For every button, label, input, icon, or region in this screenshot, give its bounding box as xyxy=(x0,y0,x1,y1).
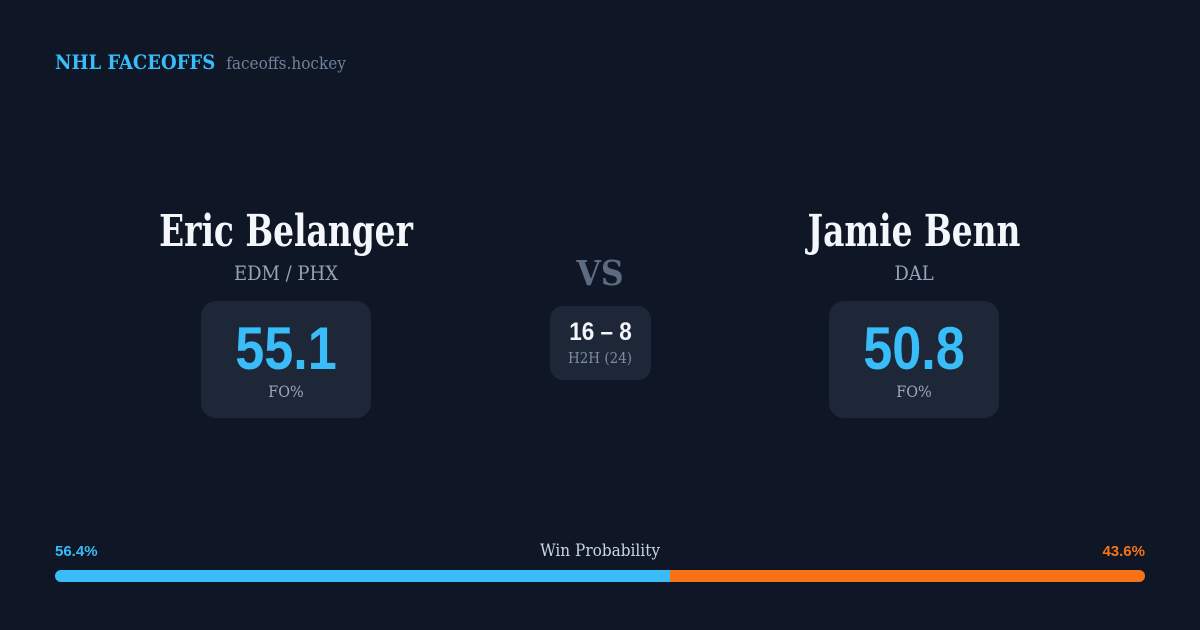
brand-title: NHL FACEOFFS xyxy=(55,50,216,74)
player-left-stat-card: 55.1 FO% xyxy=(201,301,371,418)
player-left-column: Eric Belanger EDM / PHX 55.1 FO% xyxy=(86,210,486,418)
vs-label: VS xyxy=(576,253,624,294)
win-probability-bar xyxy=(55,570,1145,582)
player-left-stat-label: FO% xyxy=(268,382,304,401)
player-right-stat-label: FO% xyxy=(896,382,932,401)
h2h-score: 16 – 8 xyxy=(568,318,632,346)
win-probability-left-value: 56.4% xyxy=(55,543,98,560)
h2h-label: H2H (24) xyxy=(567,349,633,367)
win-probability-bar-left-segment xyxy=(55,570,670,582)
player-left-team: EDM / PHX xyxy=(233,261,339,285)
player-right-stat-card: 50.8 FO% xyxy=(829,301,999,418)
win-probability-right-value: 43.6% xyxy=(1102,543,1145,560)
vs-column: VS 16 – 8 H2H (24) xyxy=(500,256,700,380)
player-left-fo-percentage: 55.1 xyxy=(235,315,337,382)
player-right-fo-percentage: 50.8 xyxy=(863,315,965,382)
site-domain: faceoffs.hockey xyxy=(226,54,346,74)
player-right-team: DAL xyxy=(894,261,934,285)
win-probability-bar-right-segment xyxy=(669,570,1145,582)
h2h-card: 16 – 8 H2H (24) xyxy=(549,306,651,380)
player-right-column: Jamie Benn DAL 50.8 FO% xyxy=(714,210,1114,418)
player-left-name: Eric Belanger xyxy=(159,206,413,257)
win-probability-title: Win Probability xyxy=(540,541,660,561)
win-probability-labels: 56.4% Win Probability 43.6% xyxy=(55,543,1145,560)
player-right-name: Jamie Benn xyxy=(807,206,1021,257)
header: NHL FACEOFFS faceoffs.hockey xyxy=(55,52,346,73)
